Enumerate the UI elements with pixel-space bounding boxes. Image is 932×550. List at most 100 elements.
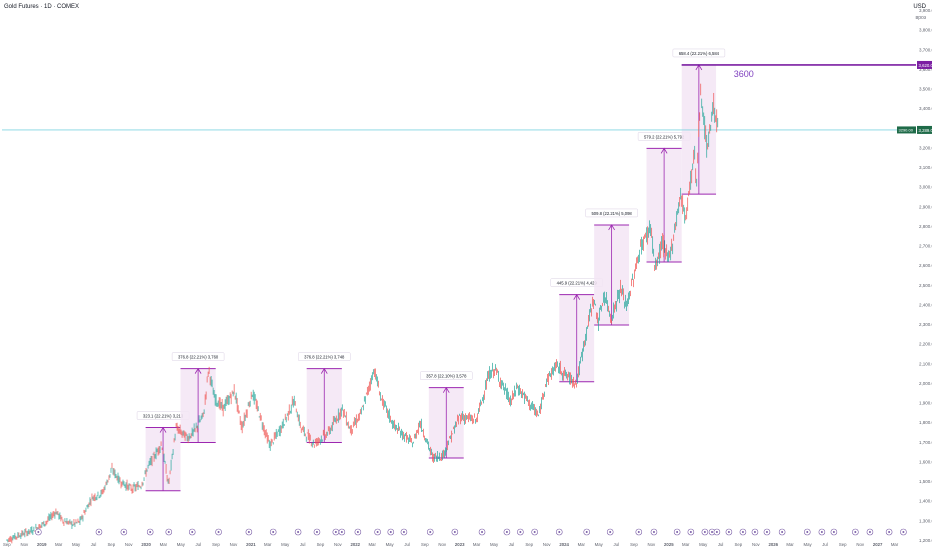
measure-arrowhead xyxy=(159,426,167,433)
measure-label: 376.8 (22.21%) 3,760 xyxy=(178,355,219,360)
event-marker-dot xyxy=(652,531,655,533)
measure-label-bg xyxy=(585,208,638,218)
y-tick-label: 1,700.0 xyxy=(919,440,932,445)
event-marker-dot xyxy=(868,531,871,533)
x-tick-label: May xyxy=(804,542,813,547)
event-marker-dot xyxy=(191,531,194,533)
y-tick-label: 3,400.0 xyxy=(919,106,932,111)
x-tick-label: Jul xyxy=(822,542,828,547)
measure-label-bg xyxy=(171,352,225,361)
x-tick-label: May xyxy=(595,542,604,547)
y-tick-label: 3,200.0 xyxy=(919,145,932,150)
event-marker-dot xyxy=(832,531,835,533)
event-marker-dot xyxy=(272,531,275,533)
x-tick-label: 2022 xyxy=(351,542,361,547)
event-marker-dot xyxy=(37,531,40,533)
x-tick-label: Nov xyxy=(648,542,656,547)
x-tick-label: Sep xyxy=(839,542,847,547)
x-tick-label: Nov xyxy=(334,542,342,547)
y-tick-label: 3,600.0 xyxy=(919,67,932,72)
y-tick-label: 2,800.0 xyxy=(919,224,932,229)
x-tick-label: 2024 xyxy=(559,542,569,547)
x-tick-label: Mar xyxy=(264,542,272,547)
x-tick-label: 2021 xyxy=(246,542,256,547)
event-marker-dot xyxy=(429,531,432,533)
x-tick-label: 2025 xyxy=(664,542,674,547)
event-marker-dot xyxy=(356,531,359,533)
x-tick-label: Jul xyxy=(613,542,619,547)
event-marker-dot xyxy=(558,531,561,533)
y-tick-label: 2,000.0 xyxy=(919,381,932,386)
chart-title: Gold Futures · 1D · COMEX xyxy=(4,4,80,10)
x-tick-label: 2019 xyxy=(37,542,47,547)
x-tick-label: Sep xyxy=(212,542,220,547)
event-marker-dot xyxy=(453,531,456,533)
y-tick-label: 3,100.0 xyxy=(919,165,932,170)
y-tick-label: 1,500.0 xyxy=(919,479,932,484)
x-tick-label: Mar xyxy=(578,542,586,547)
event-marker-dot xyxy=(297,531,300,533)
event-marker-dot xyxy=(389,531,392,533)
x-tick-label: Jul xyxy=(300,542,306,547)
x-tick-label: Nov xyxy=(20,542,28,547)
y-tick-label: 1,900.0 xyxy=(919,401,932,406)
last-price-badge-text: 3,289.0 xyxy=(919,128,932,133)
x-tick-label: Nov xyxy=(543,542,551,547)
y-tick-label: 2,700.0 xyxy=(919,244,932,249)
event-marker-dot xyxy=(854,531,857,533)
last-price-badge xyxy=(917,125,932,134)
y-tick-label: 2,200.0 xyxy=(919,342,932,347)
event-marker-dot xyxy=(727,531,730,533)
y-tick-label: 2,900.0 xyxy=(919,204,932,209)
y-tick-label: 1,600.0 xyxy=(919,459,932,464)
event-marker-dot xyxy=(741,531,744,533)
event-marker-dot xyxy=(676,531,679,533)
measure-arrowhead xyxy=(194,367,202,374)
measure-label: 509.8 (22.21%) 5,098 xyxy=(591,211,632,216)
measure-arrowhead xyxy=(573,293,581,300)
event-marker-dot xyxy=(637,531,640,533)
x-tick-label: Nov xyxy=(856,542,864,547)
event-marker-dot xyxy=(715,531,718,533)
x-tick-label: 2026 xyxy=(768,542,778,547)
x-tick-label: Mar xyxy=(368,542,376,547)
event-marker-dot xyxy=(689,531,692,533)
x-tick-label: Nov xyxy=(752,542,760,547)
x-tick-label: May xyxy=(699,542,708,547)
event-marker-dot xyxy=(753,531,756,533)
y-tick-label: 1,300.0 xyxy=(919,518,932,523)
x-tick-label: Mar xyxy=(473,542,481,547)
event-marker-dot xyxy=(585,531,588,533)
y-tick-label: 1,200.0 xyxy=(919,538,932,543)
event-marker-dot xyxy=(888,531,891,533)
countdown-badge xyxy=(897,126,916,134)
y-tick-label: 3,000.0 xyxy=(919,185,932,190)
measure-label: 323.1 (22.21%) 3,213 xyxy=(143,414,184,419)
event-marker-dot xyxy=(167,531,170,533)
x-tick-label: May xyxy=(281,542,290,547)
measure-label: 445.9 (22.21%) 4,429 xyxy=(557,281,598,286)
countdown-badge-text: 3290.00 xyxy=(899,128,914,133)
x-tick-label: Jul xyxy=(195,542,201,547)
x-tick-label: Sep xyxy=(525,542,533,547)
x-tick-label: Sep xyxy=(630,542,638,547)
x-tick-label: Sep xyxy=(317,542,325,547)
event-marker-dot xyxy=(402,531,405,533)
x-tick-label: Mar xyxy=(786,542,794,547)
x-tick-label: Jul xyxy=(718,542,724,547)
measure-arrowhead xyxy=(442,386,450,393)
target-price-badge-text: 3,620.0 xyxy=(919,63,932,68)
x-tick-label: May xyxy=(386,542,395,547)
event-marker-dot xyxy=(781,531,784,533)
x-tick-label: 2023 xyxy=(455,542,465,547)
measure-label: 579.2 (22.21%) 5,792 xyxy=(644,134,685,139)
x-tick-label: Nov xyxy=(125,542,133,547)
x-tick-label: 2020 xyxy=(141,542,151,547)
x-tick-label: Nov xyxy=(230,542,238,547)
event-marker-dot xyxy=(609,531,612,533)
event-marker-dot xyxy=(315,531,318,533)
x-tick-label: Jul xyxy=(404,542,410,547)
event-marker-dot xyxy=(765,531,768,533)
